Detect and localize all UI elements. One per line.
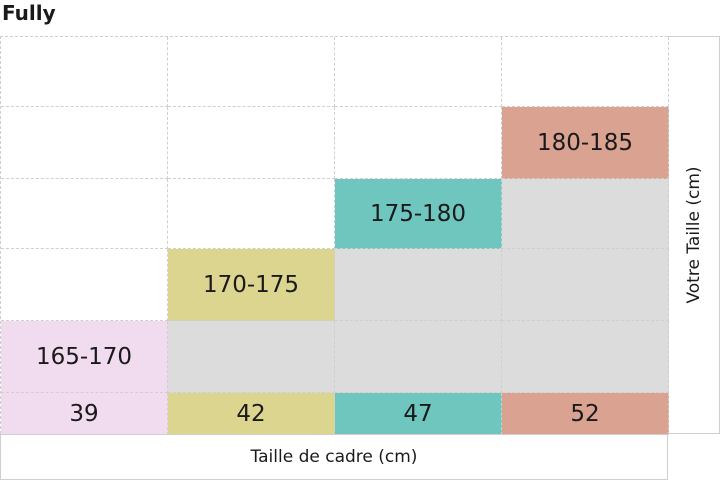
empty-cell xyxy=(168,37,335,107)
empty-cell xyxy=(168,107,335,179)
fill-cell xyxy=(502,179,669,249)
empty-cell xyxy=(502,37,669,107)
frame-size-cell: 52 xyxy=(502,393,669,435)
fill-cell xyxy=(502,249,669,321)
y-axis-box: Votre Taille (cm) xyxy=(668,36,720,434)
height-range-cell: 165-170 xyxy=(1,321,168,393)
fill-cell xyxy=(335,249,502,321)
empty-cell xyxy=(335,37,502,107)
fill-cell xyxy=(168,321,335,393)
chart-title: Fully xyxy=(2,1,56,25)
empty-cell xyxy=(1,107,168,179)
height-range-cell: 180-185 xyxy=(502,107,669,179)
fill-cell xyxy=(335,321,502,393)
height-range-cell: 175-180 xyxy=(335,179,502,249)
frame-size-cell: 39 xyxy=(1,393,168,435)
frame-size-cell: 47 xyxy=(335,393,502,435)
x-axis-label: Taille de cadre (cm) xyxy=(0,434,668,480)
empty-cell xyxy=(168,179,335,249)
frame-size-cell: 42 xyxy=(168,393,335,435)
height-range-cell: 170-175 xyxy=(168,249,335,321)
size-grid: 180-185 175-180 170-175 165-170 39 42 47 52 xyxy=(0,36,669,435)
fill-cell xyxy=(502,321,669,393)
empty-cell xyxy=(1,37,168,107)
empty-cell xyxy=(335,107,502,179)
empty-cell xyxy=(1,179,168,249)
y-axis-label: Votre Taille (cm) xyxy=(683,166,704,304)
empty-cell xyxy=(1,249,168,321)
